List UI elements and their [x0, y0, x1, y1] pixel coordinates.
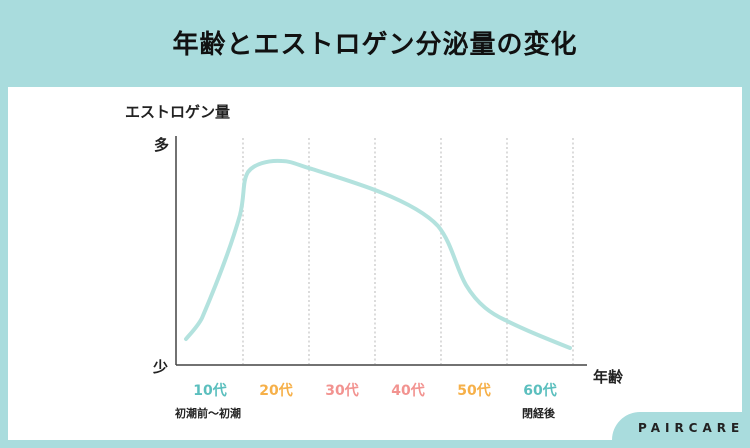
x-tick-40s: 40代 [391, 383, 425, 399]
x-tick-50s: 50代 [457, 383, 491, 399]
estrogen-curve [184, 158, 572, 350]
brand-tab: PAIRCARE [612, 412, 750, 448]
brand-logo-text: PAIRCARE [638, 421, 745, 435]
x-axis-label: 年齢 [593, 368, 624, 386]
annotation-postmenopause: 閉経後 [522, 407, 555, 420]
page-title: 年齢とエストロゲン分泌量の変化 [172, 30, 578, 60]
y-axis-min-label: 少 [153, 358, 169, 376]
y-axis-max-label: 多 [154, 136, 170, 154]
x-tick-60s: 60代 [523, 383, 557, 399]
x-tick-10s: 10代 [193, 383, 227, 399]
x-tick-20s: 20代 [259, 383, 293, 399]
vertical-gridlines [242, 138, 574, 364]
x-tick-30s: 30代 [325, 383, 359, 399]
annotation-menarche: 初潮前〜初潮 [175, 407, 241, 420]
chart-panel [8, 87, 742, 440]
y-axis-label: エストロゲン量 [125, 103, 231, 121]
